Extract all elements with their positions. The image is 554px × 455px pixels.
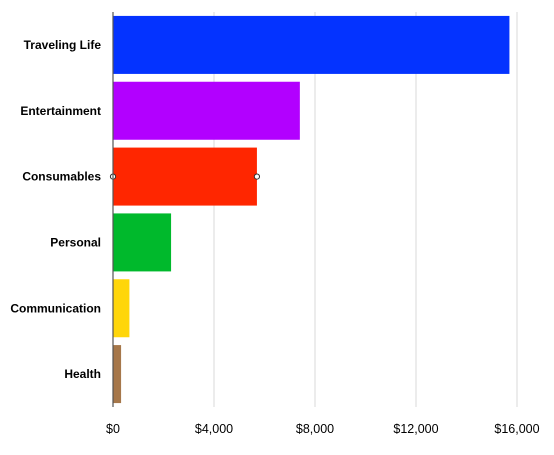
x-tick-label: $0 xyxy=(106,422,120,436)
x-tick-label: $16,000 xyxy=(494,422,539,436)
bar-health[interactable] xyxy=(113,345,122,404)
x-tick-label: $12,000 xyxy=(393,422,438,436)
x-tick-label: $4,000 xyxy=(195,422,233,436)
bar-communication[interactable] xyxy=(113,279,130,338)
category-label: Personal xyxy=(50,235,101,249)
labels: Traveling Life Entertainment Consumables Pe… xyxy=(10,38,539,436)
category-label: Health xyxy=(64,367,101,381)
category-label: Entertainment xyxy=(20,104,101,118)
bar-traveling-life[interactable] xyxy=(113,15,510,74)
x-tick-label: $8,000 xyxy=(296,422,334,436)
category-label: Communication xyxy=(10,301,101,315)
bar-personal[interactable] xyxy=(113,213,172,272)
bar-entertainment[interactable] xyxy=(113,81,300,140)
category-label: Traveling Life xyxy=(24,38,102,52)
category-label: Consumables xyxy=(22,170,101,184)
bar-consumables[interactable] xyxy=(113,147,257,206)
bars xyxy=(109,15,510,404)
selection-handle-end[interactable] xyxy=(253,173,261,180)
grid-lines xyxy=(213,12,518,407)
